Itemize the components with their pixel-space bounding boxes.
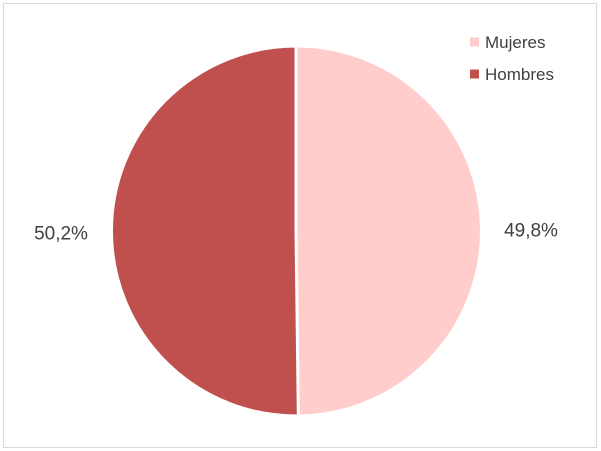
legend-swatch-hombres (470, 69, 479, 79)
legend-label-hombres: Hombres (485, 65, 554, 84)
pie-slices (109, 44, 483, 418)
pie-slice-mujeres (294, 44, 483, 418)
legend: Mujeres Hombres (470, 33, 554, 84)
data-label-mujeres: 49,8% (504, 221, 558, 242)
data-labels: 49,8% 50,2% (34, 221, 558, 245)
data-label-hombres: 50,2% (34, 223, 88, 244)
legend-swatch-mujeres (470, 37, 479, 47)
pie-chart: 49,8% 50,2% Mujeres Hombres (34, 33, 558, 418)
pie-slice-hombres (109, 44, 300, 418)
legend-label-mujeres: Mujeres (485, 33, 545, 52)
chart-area: 49,8% 50,2% Mujeres Hombres (3, 3, 597, 448)
